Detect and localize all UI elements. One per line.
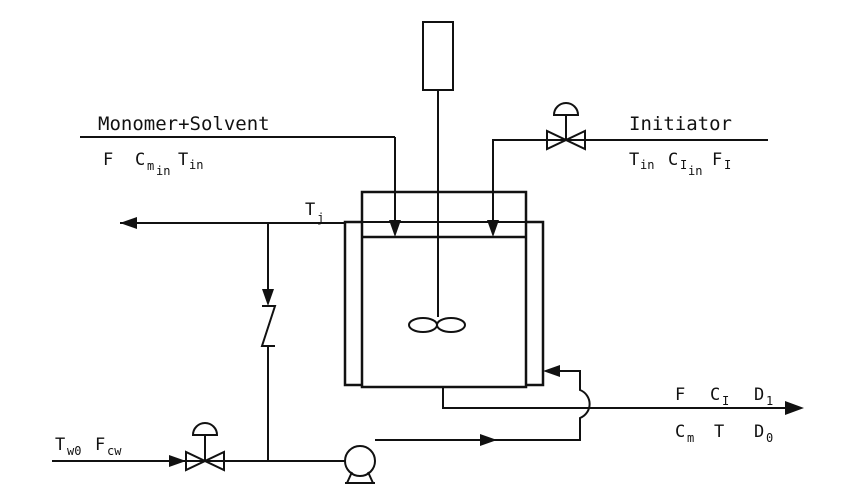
label-out-flow: F	[675, 385, 685, 405]
label-out-d1-sub: 1	[766, 394, 773, 408]
label-out-d0-sub: 0	[766, 431, 773, 445]
product-outlet-line	[442, 387, 785, 409]
initiator-control-valve	[546, 102, 586, 151]
label-out-temp: T	[714, 422, 724, 442]
label-initiator: Initiator	[629, 113, 732, 135]
jacket-outlet-arrow	[120, 217, 137, 229]
label-init-flow: F	[712, 150, 722, 170]
label-coolant-flow-sub: cw	[107, 444, 122, 458]
reactor-vessel	[360, 190, 528, 389]
stirrer-impeller	[408, 317, 466, 333]
coolant-control-valve	[185, 422, 225, 472]
feed-arrow-monomer	[389, 220, 401, 237]
label-out-d1: D	[754, 385, 764, 405]
label-init-conc-sub: I	[680, 158, 687, 172]
feed-arrow-initiator	[487, 220, 499, 237]
coolant-arrow-pump	[480, 434, 497, 446]
feed-line-initiator	[492, 139, 768, 232]
label-feed-temp-sub: in	[189, 158, 203, 172]
label-init-temp-sub: in	[640, 158, 654, 172]
label-jacket-temp-sub: j	[317, 211, 324, 225]
label-feed-conc: C	[135, 150, 145, 170]
label-out-initiator-sub: I	[722, 394, 729, 408]
label-init-conc-subsub: in	[688, 164, 702, 178]
product-outlet-arrow	[785, 401, 804, 415]
label-monomer-solvent: Monomer+Solvent	[98, 113, 270, 135]
label-init-conc: C	[668, 150, 678, 170]
coolant-inlet-arrow	[169, 455, 186, 467]
label-feed-flow: F	[103, 150, 113, 170]
label-coolant-temp: T	[55, 435, 65, 455]
label-jacket-temp: T	[305, 200, 315, 220]
label-coolant-flow: F	[95, 435, 105, 455]
label-out-monomer: C	[675, 422, 685, 442]
label-out-monomer-sub: m	[687, 431, 694, 445]
label-feed-temp: T	[178, 150, 188, 170]
coolant-pump	[344, 445, 376, 484]
coolant-jacket-inlet-line	[375, 370, 591, 441]
label-feed-conc-subsub: in	[156, 164, 170, 178]
cooling-jacket	[343, 220, 545, 387]
check-valve	[260, 305, 277, 347]
label-init-temp: T	[629, 150, 639, 170]
label-out-d0: D	[754, 422, 764, 442]
label-coolant-temp-sub: w0	[67, 444, 81, 458]
label-feed-conc-sub: m	[147, 159, 154, 173]
stirrer-motor	[422, 21, 454, 91]
label-init-flow-sub: I	[724, 158, 731, 172]
coolant-arrow-jacket	[543, 365, 560, 377]
label-out-initiator: C	[710, 385, 720, 405]
recycle-arrow	[262, 289, 274, 306]
